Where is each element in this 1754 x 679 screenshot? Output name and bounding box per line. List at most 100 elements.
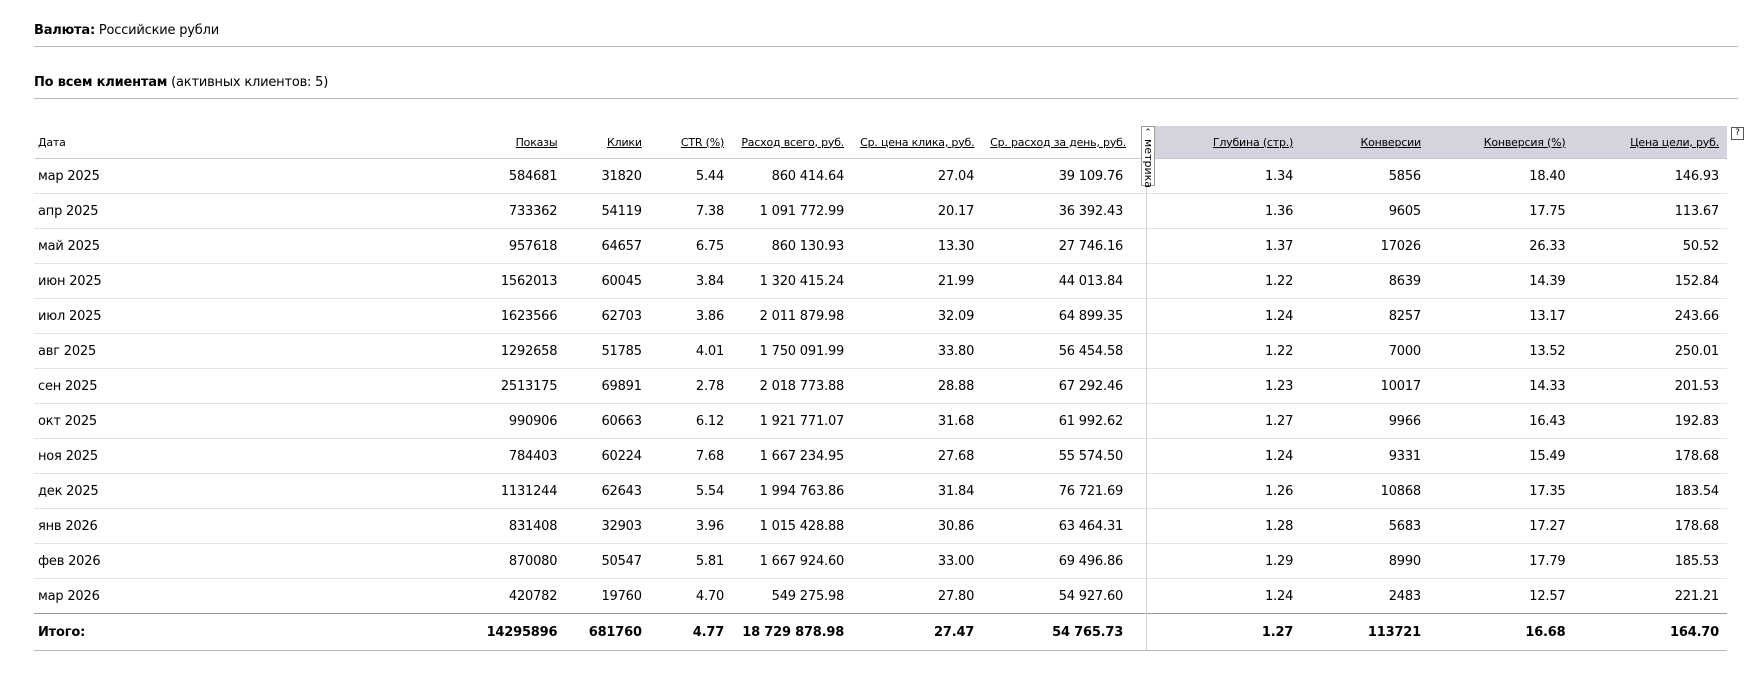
cell-goal-cost: 178.68 <box>1573 438 1727 474</box>
sort-cpc-link[interactable]: Ср. цена клика, руб. <box>860 135 975 149</box>
clients-note: (активных клиентов: 5) <box>171 75 329 90</box>
table-row: ноя 2025 784403 60224 7.68 1 667 234.95 27.68… <box>34 438 1727 474</box>
cell-conv-rate: 16.43 <box>1428 403 1574 439</box>
cell-daily: 63 464.31 <box>982 508 1132 544</box>
cell-cpc: 33.80 <box>852 333 983 369</box>
cell-ctr: 3.96 <box>649 508 733 544</box>
table-row: дек 2025 1131244 62643 5.54 1 994 763.86 31.8… <box>34 473 1727 509</box>
col-conv-rate[interactable]: Конверсия (%) <box>1428 126 1574 159</box>
cell-impressions: 831408 <box>156 508 566 544</box>
col-date: Дата <box>34 126 156 159</box>
cell-cpc: 31.84 <box>852 473 983 509</box>
cell-depth: 1.23 <box>1146 368 1302 404</box>
cell-daily: 54 927.60 <box>982 578 1132 614</box>
cell-clicks: 32903 <box>565 508 650 544</box>
cell-clicks: 69891 <box>565 368 650 404</box>
cell-daily: 36 392.43 <box>982 193 1132 229</box>
total-conversions: 113721 <box>1301 613 1429 651</box>
cell-goal-cost: 146.93 <box>1573 158 1727 194</box>
sort-clicks-link[interactable]: Клики <box>607 135 642 149</box>
cell-conversions: 10017 <box>1301 368 1429 404</box>
col-cpc[interactable]: Ср. цена клика, руб. <box>852 126 982 159</box>
cell-goal-cost: 178.68 <box>1573 508 1727 544</box>
cell-impressions: 1292658 <box>156 333 566 369</box>
cell-conv-rate: 17.35 <box>1428 473 1574 509</box>
cell-goal-cost: 221.21 <box>1573 578 1727 614</box>
sort-daily-link[interactable]: Ср. расход за день, руб. <box>990 135 1127 149</box>
cell-cpc: 27.04 <box>852 158 983 194</box>
sort-conv-rate-link[interactable]: Конверсия (%) <box>1483 135 1566 149</box>
cell-ctr: 5.81 <box>649 543 733 579</box>
metrika-separator <box>1131 228 1148 264</box>
table-row: окт 2025 990906 60663 6.12 1 921 771.07 31.68… <box>34 403 1727 439</box>
cell-date: янв 2026 <box>34 508 157 544</box>
cell-clicks: 62643 <box>565 473 650 509</box>
cell-daily: 61 992.62 <box>982 403 1132 439</box>
cell-cpc: 33.00 <box>852 543 983 579</box>
metrika-separator <box>1131 333 1148 369</box>
cell-goal-cost: 201.53 <box>1573 368 1727 404</box>
cell-conversions: 5856 <box>1301 158 1429 194</box>
cell-depth: 1.36 <box>1146 193 1302 229</box>
cell-date: дек 2025 <box>34 473 157 509</box>
col-clicks[interactable]: Клики <box>565 126 649 159</box>
cell-goal-cost: 250.01 <box>1573 333 1727 369</box>
sort-impressions-link[interactable]: Показы <box>515 135 558 149</box>
help-icon[interactable]: ? <box>1731 127 1744 140</box>
sort-conversions-link[interactable]: Конверсии <box>1360 135 1421 149</box>
total-clicks: 681760 <box>565 613 650 651</box>
total-ctr: 4.77 <box>649 613 733 651</box>
cell-date: май 2025 <box>34 228 157 264</box>
cell-cpc: 28.88 <box>852 368 983 404</box>
sort-goal-cost-link[interactable]: Цена цели, руб. <box>1630 135 1719 149</box>
cell-impressions: 584681 <box>156 158 566 194</box>
cell-clicks: 60663 <box>565 403 650 439</box>
total-row: Итого: 14295896 681760 4.77 18 729 878.9… <box>34 613 1727 651</box>
cell-impressions: 420782 <box>156 578 566 614</box>
total-goal-cost: 164.70 <box>1573 613 1727 651</box>
col-goal-cost[interactable]: Цена цели, руб. <box>1573 126 1727 159</box>
col-daily[interactable]: Ср. расход за день, руб. <box>982 126 1131 159</box>
cell-goal-cost: 243.66 <box>1573 298 1727 334</box>
cell-depth: 1.26 <box>1146 473 1302 509</box>
sort-spend-link[interactable]: Расход всего, руб. <box>741 135 845 149</box>
cell-conv-rate: 18.40 <box>1428 158 1574 194</box>
col-ctr[interactable]: CTR (%) <box>650 126 732 159</box>
cell-spend: 1 320 415.24 <box>732 263 853 299</box>
cell-clicks: 64657 <box>565 228 650 264</box>
cell-clicks: 54119 <box>565 193 650 229</box>
cell-daily: 44 013.84 <box>982 263 1132 299</box>
table-body: мар 2025 584681 31820 5.44 860 414.64 27.04 39… <box>34 158 1727 614</box>
currency-label: Валюта: <box>34 23 95 38</box>
cell-depth: 1.37 <box>1146 228 1302 264</box>
cell-date: ноя 2025 <box>34 438 157 474</box>
col-impressions[interactable]: Показы <box>156 126 565 159</box>
cell-ctr: 7.68 <box>649 438 733 474</box>
cell-date: июн 2025 <box>34 263 157 299</box>
divider <box>34 98 1738 99</box>
sort-ctr-link[interactable]: CTR (%) <box>680 135 725 149</box>
cell-conv-rate: 17.75 <box>1428 193 1574 229</box>
cell-conversions: 8990 <box>1301 543 1429 579</box>
cell-spend: 1 015 428.88 <box>732 508 853 544</box>
cell-date: мар 2025 <box>34 158 157 194</box>
metrika-toggle-tab[interactable]: ⌃ метрика <box>1141 126 1155 188</box>
cell-ctr: 2.78 <box>649 368 733 404</box>
cell-spend: 549 275.98 <box>732 578 853 614</box>
cell-conv-rate: 14.39 <box>1428 263 1574 299</box>
metrika-separator <box>1131 543 1148 579</box>
sort-depth-link[interactable]: Глубина (стр.) <box>1212 135 1294 149</box>
cell-spend: 1 667 924.60 <box>732 543 853 579</box>
cell-impressions: 784403 <box>156 438 566 474</box>
cell-clicks: 62703 <box>565 298 650 334</box>
cell-depth: 1.27 <box>1146 403 1302 439</box>
col-conversions[interactable]: Конверсии <box>1301 126 1429 159</box>
metrika-separator <box>1131 438 1148 474</box>
col-spend[interactable]: Расход всего, руб. <box>732 126 852 159</box>
metrika-separator <box>1131 508 1148 544</box>
table-row: авг 2025 1292658 51785 4.01 1 750 091.99 33.8… <box>34 333 1727 369</box>
cell-date: сен 2025 <box>34 368 157 404</box>
cell-depth: 1.22 <box>1146 333 1302 369</box>
table-row: июн 2025 1562013 60045 3.84 1 320 415.24 21.9… <box>34 263 1727 299</box>
col-depth[interactable]: Глубина (стр.) <box>1146 126 1302 159</box>
